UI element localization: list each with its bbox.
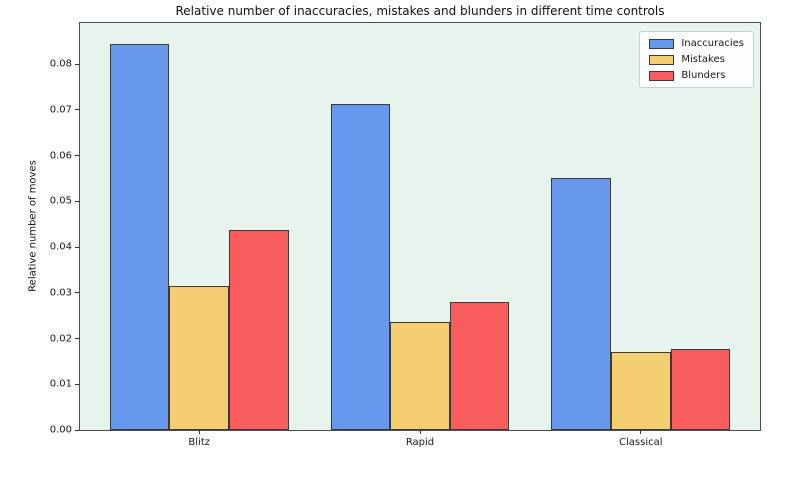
bar-mistakes-rapid [390,322,450,430]
y-tick-mark [75,292,79,294]
bar-blunders-classical [670,349,731,430]
legend-item-inaccuracies: Inaccuracies [649,38,744,49]
legend-label-inaccuracies: Inaccuracies [681,38,744,49]
y-tick-mark [75,383,79,385]
bar-inaccuracies-blitz [109,43,170,430]
y-tick-label: 0.08 [49,58,72,70]
y-tick-mark [75,246,79,248]
legend-label-mistakes: Mistakes [681,54,725,65]
x-tick-label: Rapid [405,437,435,448]
x-tick-label: Blitz [188,437,211,448]
legend-swatch-mistakes [649,54,675,65]
x-tick-label: Classical [619,437,663,448]
bar-blunders-blitz [229,230,289,430]
bar-mistakes-classical [610,352,671,430]
chart-title: Relative number of inaccuracies, mistake… [175,4,665,18]
y-tick-mark [75,200,79,202]
y-axis-label: Relative number of moves [27,160,39,292]
y-tick-mark [75,109,79,111]
x-tick-mark [419,430,421,434]
legend-swatch-blunders [649,70,675,81]
plot-area: Inaccuracies Mistakes Blunders 0.00 0.01 0… [50,22,761,448]
legend-item-mistakes: Mistakes [649,54,744,65]
legend: Inaccuracies Mistakes Blunders [639,31,754,88]
bar-mistakes-blitz [169,285,230,430]
y-tick-label: 0.06 [49,150,72,162]
bar-inaccuracies-classical [551,177,611,430]
y-tick-mark [75,63,79,65]
x-tick-mark [640,430,642,434]
bar-blunders-rapid [449,301,510,430]
bar-inaccuracies-rapid [330,103,391,430]
y-tick-label: 0.02 [49,333,72,345]
legend-label-blunders: Blunders [681,70,726,81]
y-tick-label: 0.01 [49,378,72,390]
x-tick-mark [198,430,200,434]
y-tick-mark [75,338,79,340]
y-tick-label: 0.04 [49,241,72,253]
y-tick-label: 0.03 [49,287,72,299]
legend-item-blunders: Blunders [649,70,744,81]
y-tick-mark [75,429,79,431]
y-tick-label: 0.07 [49,104,72,116]
y-tick-label: 0.05 [49,195,72,207]
y-tick-label: 0.00 [49,424,72,436]
legend-swatch-inaccuracies [649,38,675,49]
y-tick-mark [75,155,79,157]
